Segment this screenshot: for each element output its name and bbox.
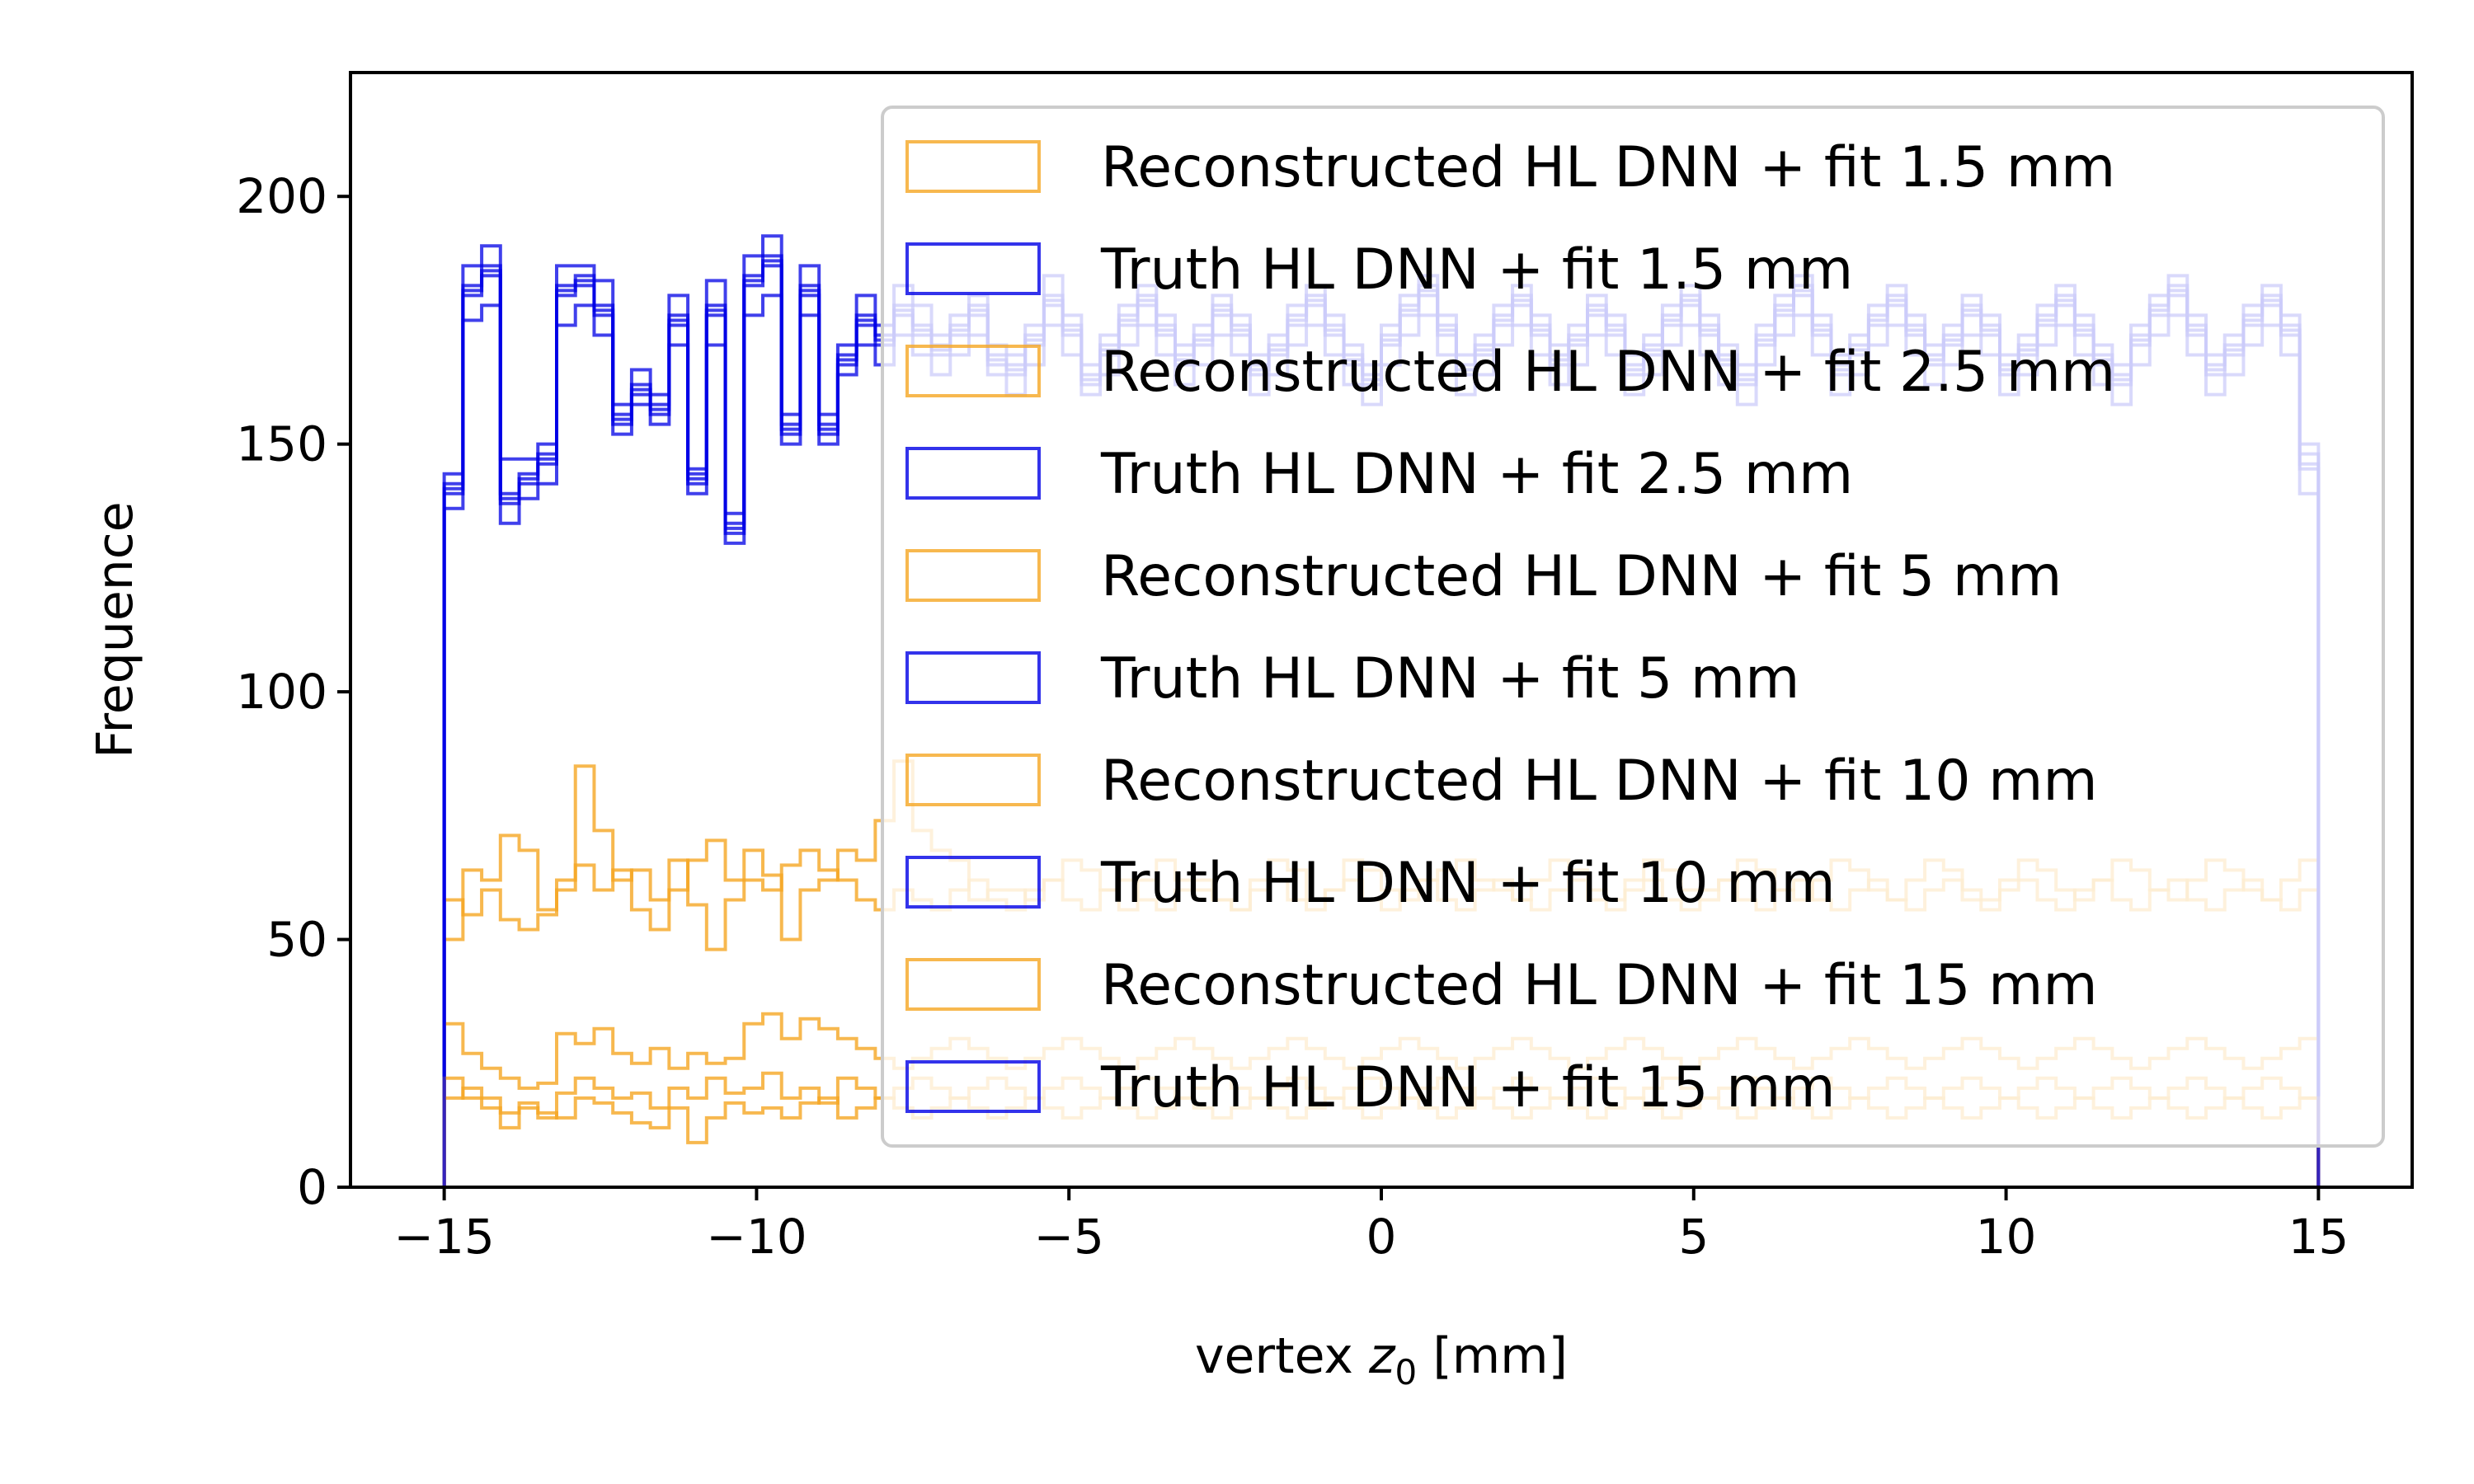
legend-swatch (905, 651, 1041, 704)
legend-frame (881, 106, 2385, 1148)
y-tick-label: 100 (236, 664, 327, 720)
legend-swatch (905, 958, 1041, 1011)
legend-entry-label: Truth HL DNN + fit 5 mm (1100, 646, 1799, 711)
legend-swatch (905, 754, 1041, 806)
legend-swatch (905, 345, 1041, 397)
x-tick-label: −5 (1033, 1209, 1104, 1265)
y-tick-label: 200 (236, 168, 327, 224)
legend-entry-label: Reconstructed HL DNN + fit 10 mm (1101, 749, 2098, 814)
y-axis-label: Frequence (87, 501, 144, 758)
legend-swatch (905, 447, 1041, 500)
y-axis: 0 50 100 150 200 (236, 168, 350, 1215)
legend-swatch (905, 856, 1041, 909)
x-axis-label: vertex z0 [mm] (1195, 1327, 1568, 1392)
x-tick-label: 10 (1976, 1209, 2037, 1265)
x-tick-label: −15 (393, 1209, 494, 1265)
legend-swatch (905, 549, 1041, 602)
legend-entry-label: Truth HL DNN + fit 10 mm (1100, 851, 1836, 916)
legend-entry-label: Truth HL DNN + fit 15 mm (1100, 1055, 1836, 1120)
y-tick-label: 50 (266, 912, 327, 968)
legend: Reconstructed HL DNN + fit 1.5 mm Truth H… (881, 106, 2385, 1148)
y-tick-label: 0 (297, 1159, 327, 1215)
x-tick-label: −10 (706, 1209, 807, 1265)
legend-entry-label: Reconstructed HL DNN + fit 1.5 mm (1101, 135, 2115, 200)
legend-entry-label: Truth HL DNN + fit 2.5 mm (1100, 442, 1853, 507)
x-axis-label-suffix: [mm] (1417, 1327, 1568, 1385)
legend-swatch (905, 242, 1041, 295)
legend-swatch (905, 140, 1041, 193)
x-tick-label: 0 (1366, 1209, 1397, 1265)
legend-entry-label: Truth HL DNN + fit 1.5 mm (1100, 237, 1853, 303)
legend-swatch (905, 1060, 1041, 1113)
x-tick-label: 15 (2288, 1209, 2349, 1265)
x-axis-label-var: z (1368, 1327, 1396, 1385)
legend-entry-label: Reconstructed HL DNN + fit 2.5 mm (1101, 340, 2115, 405)
legend-entry-label: Reconstructed HL DNN + fit 15 mm (1101, 953, 2098, 1018)
x-axis-label-sub: 0 (1395, 1352, 1418, 1392)
x-tick-label: 5 (1678, 1209, 1709, 1265)
x-axis: −15 −10 −5 0 5 10 15 (393, 1187, 2349, 1265)
y-tick-label: 150 (236, 416, 327, 472)
x-axis-label-prefix: vertex (1195, 1327, 1369, 1385)
legend-entry-label: Reconstructed HL DNN + fit 5 mm (1101, 544, 2062, 609)
